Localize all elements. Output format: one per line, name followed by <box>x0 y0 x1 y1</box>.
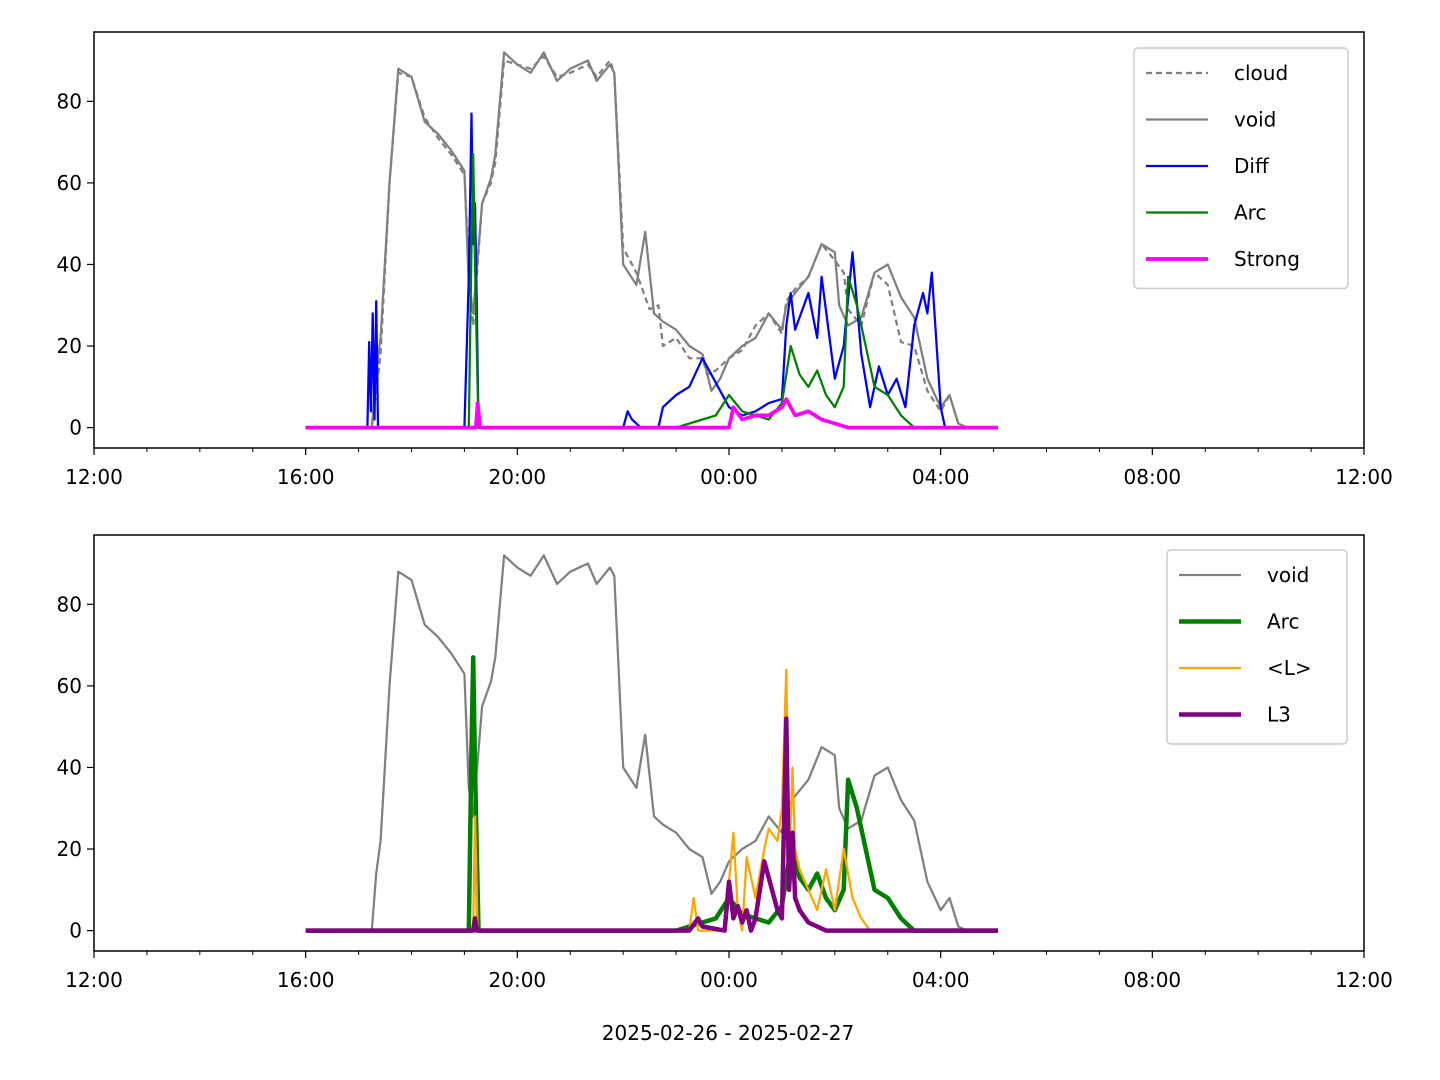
x-tick-label: 04:00 <box>912 465 970 489</box>
x-tick-label: 16:00 <box>277 968 335 992</box>
legend-label: void <box>1234 108 1276 132</box>
series-line-void <box>305 51 998 429</box>
x-tick-label: 16:00 <box>277 465 335 489</box>
series-lines <box>305 51 998 430</box>
x-tick-label: 12:00 <box>1335 968 1393 992</box>
legend-label: cloud <box>1234 61 1288 85</box>
top-panel: 12:00 16:00 20:00 00:00 04:00 08:00 12:00 0 20 40… <box>57 31 1393 489</box>
y-tick-label: 60 <box>57 674 82 698</box>
x-tick-label: 12:00 <box>65 465 123 489</box>
x-tick-label: 00:00 <box>700 968 758 992</box>
x-axis-label: 2025-02-26 - 2025-02-27 <box>602 1021 854 1045</box>
y-tick-label: 20 <box>57 334 82 358</box>
y-tick-label: 0 <box>69 416 82 440</box>
x-tick-label: 00:00 <box>700 465 758 489</box>
x-tick-label: 20:00 <box>489 465 547 489</box>
x-tick-label: 12:00 <box>1335 465 1393 489</box>
y-tick-label: 40 <box>57 755 82 779</box>
series-line-strong <box>305 397 998 430</box>
y-tick-label: 40 <box>57 252 82 276</box>
series-line-arc <box>305 153 998 429</box>
y-tick-label: 60 <box>57 171 82 195</box>
legend-box <box>1133 47 1349 290</box>
legend-label: <L> <box>1267 656 1312 680</box>
legend-label: Strong <box>1234 247 1300 271</box>
legend-label: L3 <box>1267 703 1291 727</box>
x-tick-label: 12:00 <box>65 968 123 992</box>
legend-label: Arc <box>1267 610 1299 634</box>
legend-label: Diff <box>1234 154 1270 178</box>
legend-label: Arc <box>1234 201 1266 225</box>
y-tick-label: 0 <box>69 919 82 943</box>
legend: void Arc <L> L3 <box>1166 549 1348 745</box>
legend: cloud void Diff Arc Strong <box>1133 47 1349 290</box>
y-tick-label: 80 <box>57 592 82 616</box>
y-tick-label: 80 <box>57 89 82 113</box>
x-tick-label: 04:00 <box>912 968 970 992</box>
x-tick-label: 20:00 <box>489 968 547 992</box>
series-line-void <box>305 554 998 932</box>
series-lines <box>305 554 998 933</box>
legend-box <box>1166 549 1348 745</box>
x-tick-label: 08:00 <box>1124 968 1182 992</box>
series-line-l3 <box>305 716 998 933</box>
series-line-l <box>305 668 998 932</box>
y-tick-label: 20 <box>57 837 82 861</box>
legend-label: void <box>1267 563 1309 587</box>
bottom-panel: 12:00 16:00 20:00 00:00 04:00 08:00 12:00 0 20 40… <box>57 534 1393 992</box>
x-tick-label: 08:00 <box>1124 465 1182 489</box>
